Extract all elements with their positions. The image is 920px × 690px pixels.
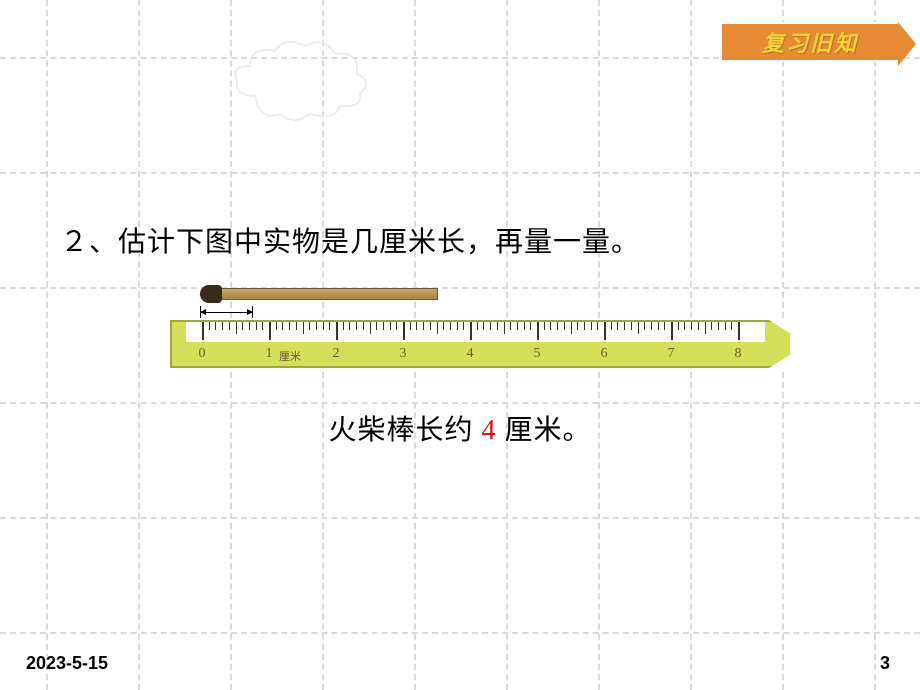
footer-date: 2023-5-15 — [26, 653, 108, 674]
ruler-label: 2 — [333, 346, 340, 362]
matchstick-body — [218, 288, 438, 300]
ruler-label: 5 — [534, 346, 541, 362]
answer-line: 火柴棒长约 4 厘米。 — [0, 408, 920, 448]
ruler-label: 0 — [199, 346, 206, 362]
ruler-label: 6 — [601, 346, 608, 362]
ruler-label: 3 — [400, 346, 407, 362]
question-body: 估计下图中实物是几厘米长，再量一量。 — [118, 227, 640, 258]
review-banner: 复习旧知 — [720, 22, 900, 62]
measure-bracket — [200, 306, 253, 320]
ruler-label: 8 — [735, 346, 742, 362]
banner-text: 复习旧知 — [762, 26, 858, 58]
ruler-label: 1 — [266, 346, 273, 362]
matchstick — [200, 285, 440, 303]
ruler-label: 7 — [668, 346, 675, 362]
footer-page: 3 — [880, 653, 890, 674]
answer-prefix: 火柴棒长约 — [328, 415, 481, 446]
ruler-label: 4 — [467, 346, 474, 362]
answer-suffix: 厘米。 — [497, 415, 592, 446]
answer-value: 4 — [482, 415, 497, 446]
matchstick-head — [200, 285, 222, 303]
question-number: ２、 — [60, 227, 118, 258]
question-text: ２、估计下图中实物是几厘米长，再量一量。 — [60, 220, 640, 260]
ruler: 0 1 厘米 2 3 4 5 6 7 8 — [170, 320, 790, 368]
ruler-unit-label: 厘米 — [279, 348, 301, 364]
cloud-decoration — [225, 36, 375, 126]
